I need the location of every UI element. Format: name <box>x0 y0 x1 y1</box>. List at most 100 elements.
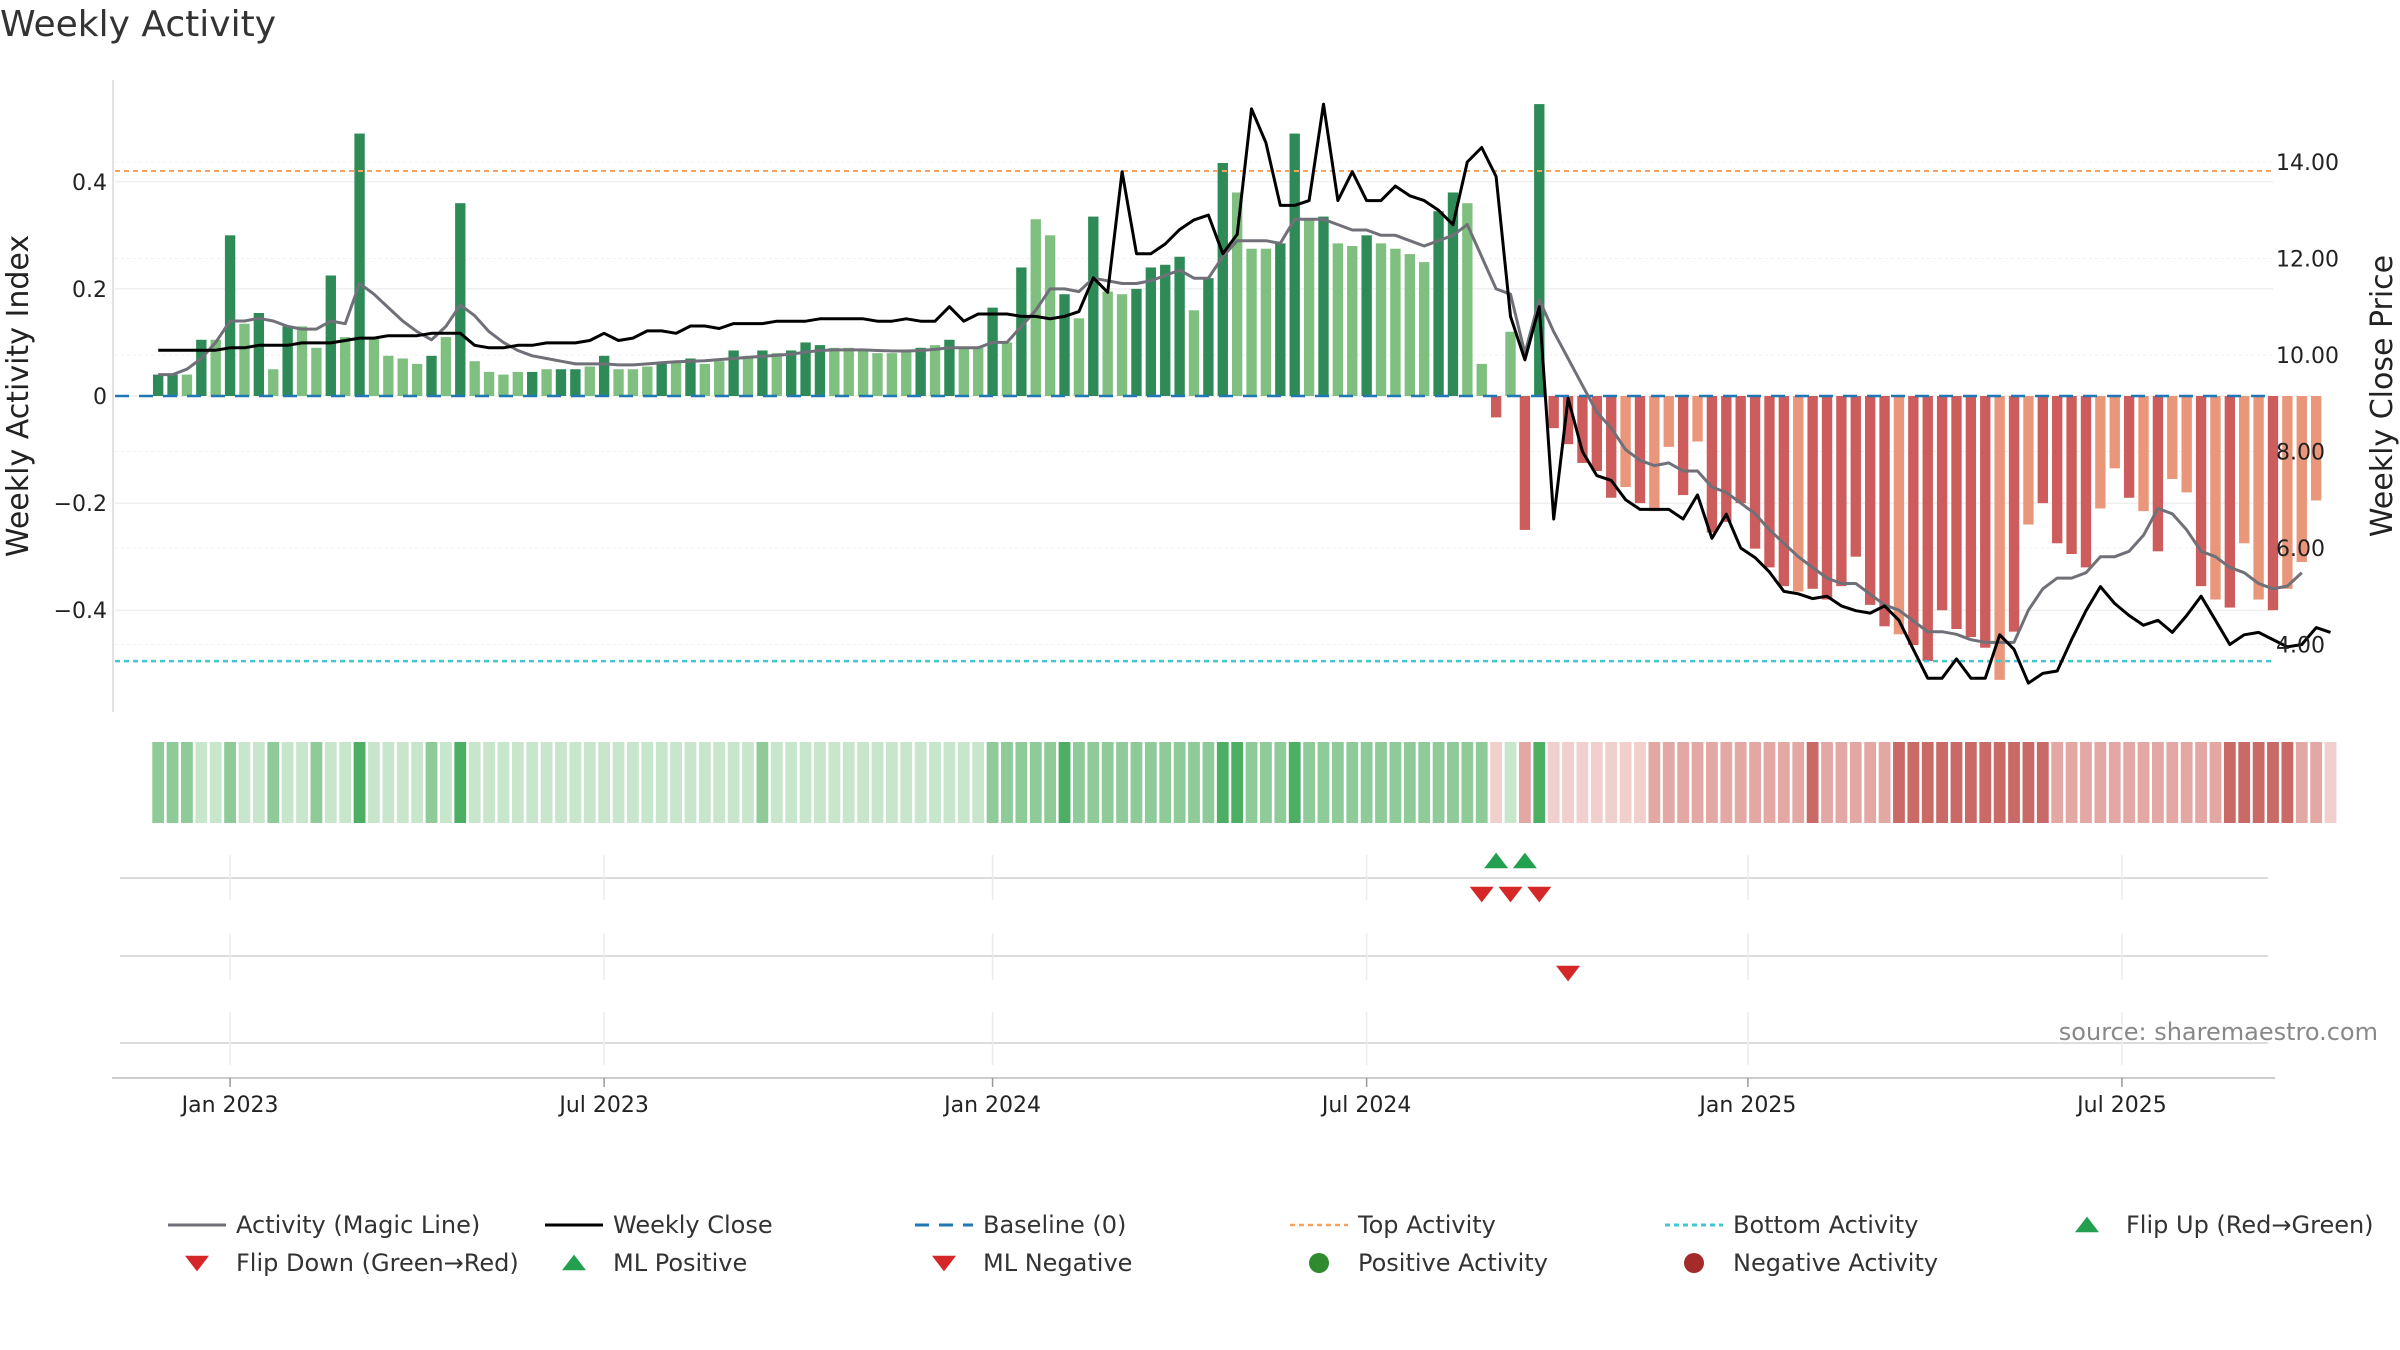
x-tick-label: Jul 2023 <box>557 1093 649 1118</box>
heat-strip-cell <box>2080 742 2092 823</box>
activity-bar <box>325 275 336 396</box>
axes: 0.4 0.2 0 −0.2 −0.4 14.00 12.00 10.00 8.00 6.00 4.… <box>1 80 2400 712</box>
x-tick-label: Jan 2025 <box>1697 1093 1796 1118</box>
activity-bar <box>498 374 509 396</box>
activity-bar <box>1203 278 1214 396</box>
heat-strip-cell <box>1015 742 1028 823</box>
activity-bar <box>1793 396 1804 592</box>
heat-strip-cell <box>1303 742 1315 823</box>
legend-triangle-up-icon <box>2075 1216 2099 1233</box>
heat-strip-cell <box>2137 742 2150 823</box>
heat-strip-cell <box>1447 742 1459 823</box>
activity-bar <box>1160 264 1171 396</box>
y-tick-label: 0.4 <box>72 171 107 196</box>
heat-strip-cell <box>742 742 754 823</box>
activity-bar <box>1634 396 1646 504</box>
activity-bar <box>2224 396 2236 608</box>
heat-strip-cell <box>1202 742 1215 823</box>
activity-bar <box>1462 203 1473 396</box>
heat-strip-cell <box>1331 742 1344 823</box>
activity-bar <box>685 358 696 396</box>
heat-strip-cell <box>1188 742 1200 823</box>
activity-bar <box>282 326 293 396</box>
y2-tick-label: 14.00 <box>2276 151 2339 176</box>
heat-strip-cell <box>439 742 452 823</box>
activity-bar <box>584 366 595 396</box>
activity-bar <box>2052 396 2063 544</box>
flip-down-marker <box>1498 886 1523 903</box>
heat-strip-cell <box>1547 742 1560 823</box>
heat-strip-cell <box>1590 742 1603 823</box>
activity-bar <box>2008 396 2020 632</box>
activity-bar <box>1476 363 1487 396</box>
activity-bar <box>1116 294 1128 396</box>
activity-bar <box>1433 211 1444 396</box>
heat-strip-cell <box>2238 742 2251 823</box>
heat-strip-cell <box>2036 742 2049 823</box>
heat-strip-cell <box>785 742 798 823</box>
heat-strip-cell <box>382 742 395 823</box>
activity-bar <box>2239 396 2250 544</box>
activity-bar <box>1102 291 1113 396</box>
heat-strip <box>152 742 2337 823</box>
heat-strip-cell <box>1806 742 1819 823</box>
heat-strip-cell <box>986 742 999 823</box>
legend-label: ML Negative <box>983 1249 1132 1277</box>
heat-strip-cell <box>1058 742 1071 823</box>
activity-bar <box>1419 262 1430 396</box>
activity-bar <box>2167 396 2178 480</box>
activity-bar <box>613 369 624 396</box>
activity-bar <box>1073 318 1085 396</box>
heat-strip-cell <box>152 742 165 823</box>
legend-triangle-down-icon <box>185 1255 209 1272</box>
activity-bar <box>2023 396 2034 525</box>
activity-bar <box>1764 396 1775 568</box>
activity-bar <box>541 369 552 396</box>
legend-label: ML Positive <box>613 1249 747 1277</box>
heat-strip-cell <box>1403 742 1416 823</box>
heat-strip-cell <box>555 742 567 823</box>
heat-strip-cell <box>1777 742 1790 823</box>
heat-strip-cell <box>1418 742 1431 823</box>
heat-strip-cell <box>1346 742 1359 823</box>
y-tick-label: −0.2 <box>54 492 107 517</box>
heat-strip-cell <box>914 742 927 823</box>
heat-strip-cell <box>698 742 711 823</box>
heat-strip-cell <box>2108 742 2121 823</box>
heat-strip-cell <box>1375 742 1387 823</box>
heat-strip-cell <box>1173 742 1186 823</box>
activity-bar <box>1951 396 1962 629</box>
heat-strip-cell <box>1461 742 1474 823</box>
heat-strip-cell <box>1144 742 1157 823</box>
heat-strip-cell <box>1432 742 1445 823</box>
weekly-close-series <box>158 102 2331 685</box>
legend-label: Baseline (0) <box>983 1211 1126 1239</box>
heat-strip-cell <box>828 742 841 823</box>
flip-up-marker <box>1512 852 1537 869</box>
heat-strip-cell <box>1576 742 1589 823</box>
heat-strip-cell <box>1849 742 1862 823</box>
x-axis: Jan 2023 Jul 2023 Jan 2024 Jul 2024 Jan 2025… <box>112 1077 2275 1118</box>
x-tick-label: Jan 2023 <box>180 1093 279 1118</box>
activity-bar <box>915 347 926 396</box>
heat-strip-cell <box>1360 742 1373 823</box>
heat-strip-cell <box>1216 742 1229 823</box>
heat-strip-cell <box>1288 742 1301 823</box>
heat-strip-cell <box>1648 742 1661 823</box>
activity-bar <box>2210 396 2221 600</box>
heat-strip-cell <box>1475 742 1488 823</box>
activity-bar <box>944 339 955 396</box>
activity-bar <box>1217 163 1228 396</box>
activity-bar <box>239 323 250 396</box>
activity-bar <box>1850 396 1861 557</box>
ml-negative-marker <box>1556 965 1581 982</box>
activity-bar <box>1490 396 1502 418</box>
heat-strip-cell <box>756 742 769 823</box>
heat-strip-cell <box>2209 742 2222 823</box>
activity-bar <box>1361 235 1372 396</box>
heat-strip-cell <box>2022 742 2035 823</box>
activity-bar <box>268 369 279 396</box>
heat-strip-cell <box>1763 742 1776 823</box>
legend-label: Weekly Close <box>613 1211 773 1239</box>
legend-label: Activity (Magic Line) <box>236 1211 480 1239</box>
